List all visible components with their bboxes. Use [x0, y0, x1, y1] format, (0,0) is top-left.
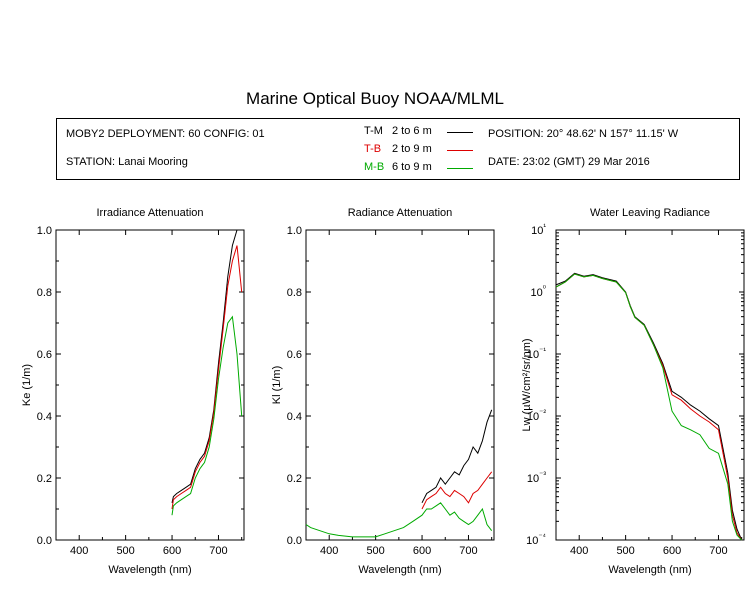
panel-title: Radiance Attenuation [348, 207, 453, 219]
x-axis-label: Wavelength (nm) [358, 564, 441, 576]
plot-frame [305, 229, 495, 541]
legend-range: 6 to 9 m [392, 161, 432, 173]
panel-title: Water Leaving Radiance [590, 207, 710, 219]
y-tick-label: 0.2 [37, 473, 52, 485]
y-tick-label: 10⁰ [531, 284, 546, 299]
y-tick-label: 1.0 [287, 225, 302, 237]
x-tick-label: 700 [709, 545, 727, 557]
series-line-t-m [555, 272, 743, 541]
y-axis-label: Lw (µW/cm²/sr/nm) [521, 338, 533, 431]
y-tick-label: 0.0 [287, 535, 302, 547]
x-tick-label: 500 [366, 545, 384, 557]
x-tick-label: 400 [320, 545, 338, 557]
x-tick-label: 400 [70, 545, 88, 557]
y-axis-label: Ke (1/m) [21, 364, 33, 406]
y-axis-label: Kl (1/m) [271, 366, 283, 405]
series-line-t-b [421, 471, 493, 510]
series-line-t-b [555, 273, 743, 541]
y-tick-label: 0.0 [37, 535, 52, 547]
y-tick-label: 10⁻³ [527, 470, 546, 485]
x-tick-label: 600 [163, 545, 181, 557]
x-tick-label: 600 [413, 545, 431, 557]
legend-line-t-m [447, 132, 473, 133]
legend-key-m-b: M-B [364, 161, 385, 173]
x-tick-label: 400 [570, 545, 588, 557]
y-tick-label: 1.0 [37, 225, 52, 237]
date-text: DATE: 23:02 (GMT) 29 Mar 2016 [488, 156, 650, 168]
legend-key-t-b: T-B [364, 143, 382, 155]
info-box: MOBY2 DEPLOYMENT: 60 CONFIG: 01 STATION:… [56, 118, 740, 180]
x-axis-label: Wavelength (nm) [608, 564, 691, 576]
series-line-m-b [171, 315, 243, 516]
series-line-t-m [421, 409, 493, 504]
page-title: Marine Optical Buoy NOAA/MLML [246, 89, 504, 108]
y-tick-label: 10¹ [531, 222, 546, 237]
y-tick-label: 0.6 [287, 349, 302, 361]
series-line-m-b [305, 502, 493, 538]
x-tick-label: 500 [116, 545, 134, 557]
legend-range: 2 to 6 m [392, 125, 432, 137]
y-tick-label: 0.8 [37, 287, 52, 299]
x-tick-label: 500 [616, 545, 634, 557]
station-text: STATION: Lanai Mooring [66, 156, 188, 168]
y-tick-label: 10⁻⁴ [526, 532, 546, 547]
legend-range: 2 to 9 m [392, 143, 432, 155]
x-axis-label: Wavelength (nm) [108, 564, 191, 576]
y-tick-label: 0.4 [37, 411, 52, 423]
plot-frame [555, 229, 745, 541]
plot-frame [55, 229, 245, 541]
x-tick-label: 600 [663, 545, 681, 557]
panel-title: Irradiance Attenuation [96, 207, 203, 219]
y-tick-label: 0.4 [287, 411, 302, 423]
y-tick-label: 0.6 [37, 349, 52, 361]
y-tick-label: 0.2 [287, 473, 302, 485]
series-line-m-b [555, 273, 743, 541]
legend-key-t-m: T-M [364, 125, 383, 137]
y-tick-label: 0.8 [287, 287, 302, 299]
deployment-text: MOBY2 DEPLOYMENT: 60 CONFIG: 01 [66, 128, 265, 140]
legend-line-m-b [447, 168, 473, 169]
x-tick-label: 700 [459, 545, 477, 557]
position-text: POSITION: 20° 48.62' N 157° 11.15' W [488, 128, 679, 140]
x-tick-label: 700 [209, 545, 227, 557]
series-line-t-m [171, 229, 242, 503]
series-line-t-b [171, 245, 243, 510]
legend-line-t-b [447, 150, 473, 151]
